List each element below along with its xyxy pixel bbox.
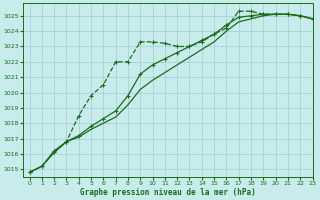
- X-axis label: Graphe pression niveau de la mer (hPa): Graphe pression niveau de la mer (hPa): [80, 188, 256, 197]
